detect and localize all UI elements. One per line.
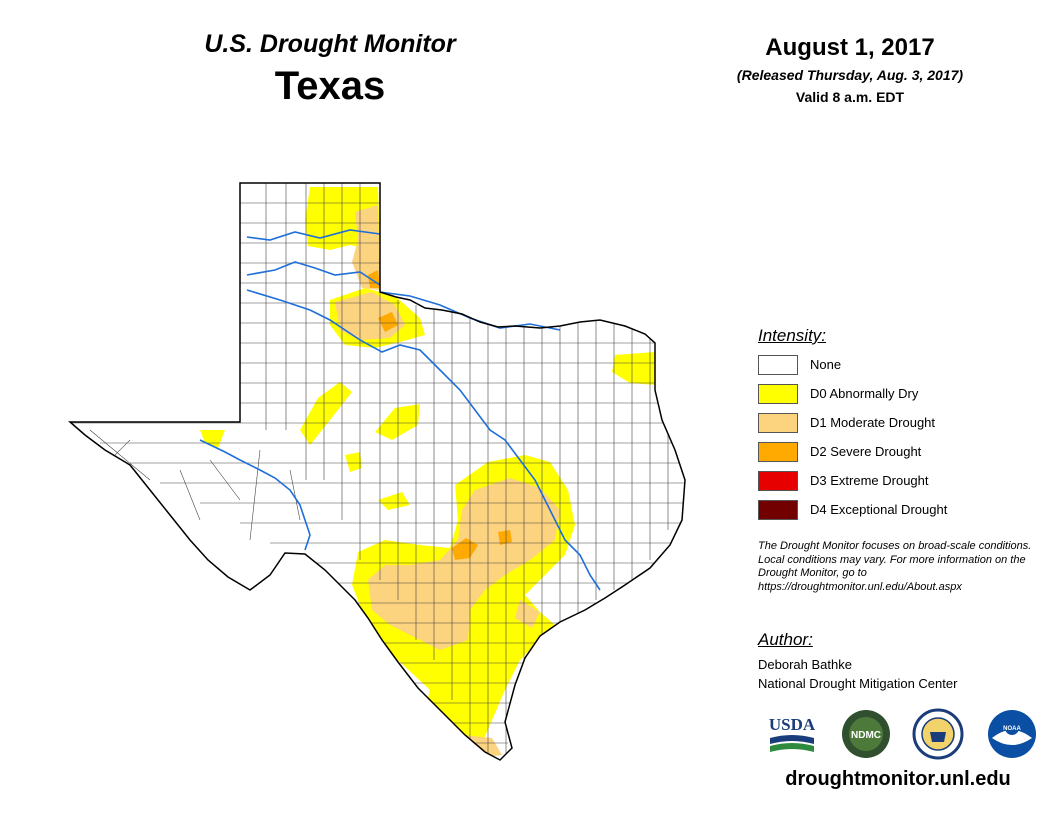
legend-label: D2 Severe Drought: [810, 444, 922, 459]
drought-monitor-note: The Drought Monitor focuses on broad-sca…: [758, 540, 1032, 593]
d2-areas: [368, 270, 512, 560]
usda-logo-text: USDA: [769, 715, 816, 734]
legend-label: D1 Moderate Drought: [810, 415, 936, 430]
doc-seal-logo: [912, 708, 964, 760]
map-date: August 1, 2017: [765, 34, 935, 61]
valid-time: Valid 8 a.m. EDT: [795, 89, 905, 105]
legend-swatch: [758, 413, 798, 433]
release-date: (Released Thursday, Aug. 3, 2017): [736, 67, 964, 83]
map-title: U.S. Drought Monitor: [204, 30, 456, 58]
usda-logo: USDA: [769, 715, 816, 752]
legend-swatch: [758, 355, 798, 375]
author-heading: Author:: [758, 630, 813, 649]
author-org: National Drought Mitigation Center: [758, 676, 958, 691]
legend-label: D4 Exceptional Drought: [810, 502, 948, 517]
legend-swatch: [758, 442, 798, 462]
legend-swatch: [758, 384, 798, 404]
noaa-logo: NOAA: [988, 710, 1036, 758]
legend-swatch: [758, 471, 798, 491]
legend-swatch: [758, 500, 798, 520]
legend-label: D3 Extreme Drought: [810, 473, 929, 488]
legend-label: D0 Abnormally Dry: [810, 386, 919, 401]
noaa-logo-text: NOAA: [1003, 726, 1021, 732]
state-name: Texas: [274, 64, 386, 108]
legend-label: None: [810, 357, 842, 372]
legend-heading: Intensity:: [758, 326, 827, 345]
ndmc-logo: NDMC: [842, 710, 890, 758]
county-grid: [70, 183, 685, 760]
author-name: Deborah Bathke: [758, 657, 852, 672]
ndmc-logo-text: NDMC: [851, 730, 881, 741]
website-url[interactable]: droughtmonitor.unl.edu: [785, 768, 1011, 790]
